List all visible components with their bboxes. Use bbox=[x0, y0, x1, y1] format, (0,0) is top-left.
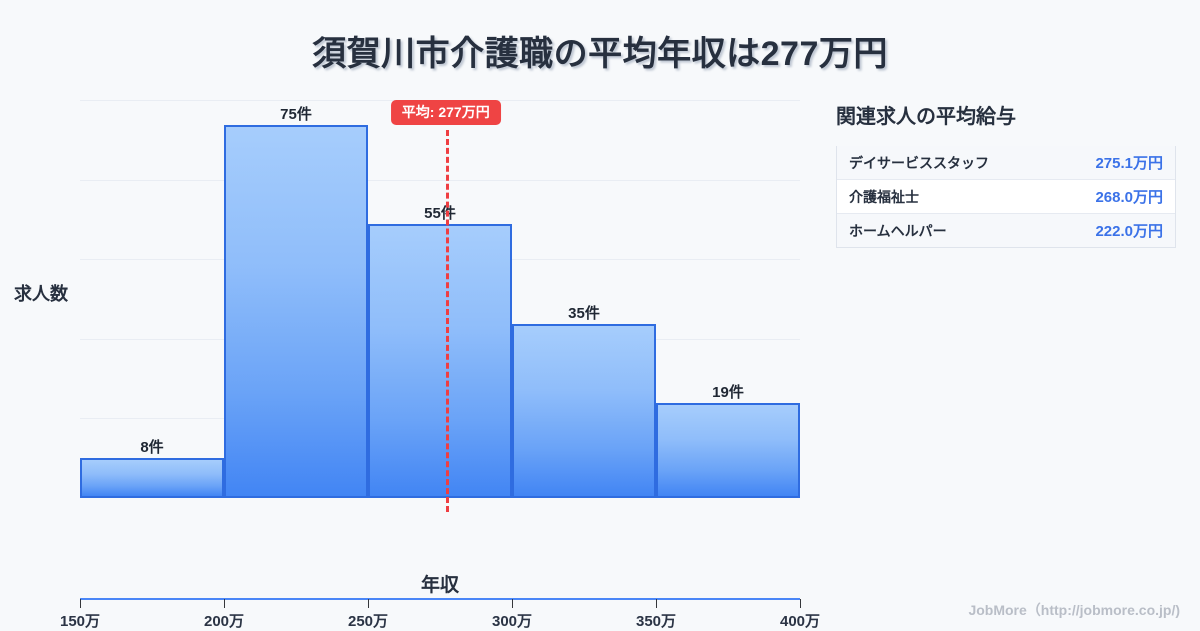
x-axis-tick bbox=[800, 599, 801, 608]
x-axis-tick bbox=[512, 599, 513, 608]
x-axis-tick-label: 150万 bbox=[59, 613, 101, 630]
page-title: 須賀川市介護職の平均年収は277万円 bbox=[312, 35, 888, 73]
sidebar-title: 関連求人の平均給与 bbox=[836, 106, 1016, 128]
salary-row-name: デイサービススタッフ bbox=[849, 154, 989, 171]
salary-row[interactable]: 介護福祉士 268.0万円 bbox=[837, 180, 1175, 214]
bar-value-label: 8件 bbox=[140, 439, 164, 457]
salary-row-name: 介護福祉士 bbox=[849, 188, 919, 205]
salary-table: デイサービススタッフ 275.1万円介護福祉士 268.0万円ホームヘルパー 222.… bbox=[836, 146, 1176, 248]
x-axis-tick-label: 300万 bbox=[491, 613, 533, 630]
bar-value-label: 19件 bbox=[712, 384, 744, 402]
x-axis-tick-label: 400万 bbox=[779, 613, 821, 630]
histogram-bar[interactable] bbox=[224, 124, 368, 498]
histogram-chart: 求人数 年収 8件 75件 55件 35件 19件 150万 200万 250万 300万 350… bbox=[0, 88, 830, 630]
salary-row-value: 222.0万円 bbox=[1095, 223, 1163, 240]
salary-row-name: ホームヘルパー bbox=[849, 222, 947, 239]
x-axis-tick bbox=[224, 599, 225, 608]
x-axis-tick-label: 250万 bbox=[347, 613, 389, 630]
bar-value-label: 75件 bbox=[280, 105, 312, 123]
histogram-bar[interactable] bbox=[368, 224, 512, 498]
plot-area bbox=[80, 100, 800, 498]
average-line bbox=[445, 130, 449, 512]
x-axis-line bbox=[80, 598, 800, 600]
average-badge: 平均: 277万円 bbox=[390, 100, 501, 125]
x-axis-tick bbox=[368, 599, 369, 608]
x-axis-label: 年収 bbox=[420, 575, 459, 596]
bar-value-label: 55件 bbox=[424, 205, 456, 223]
x-axis-tick bbox=[656, 599, 657, 608]
salary-row[interactable]: ホームヘルパー 222.0万円 bbox=[837, 214, 1175, 248]
histogram-bar[interactable] bbox=[656, 403, 800, 498]
gridline bbox=[80, 179, 800, 181]
bar-value-label: 35件 bbox=[568, 304, 600, 322]
histogram-bar[interactable] bbox=[80, 458, 224, 498]
x-axis-tick bbox=[80, 599, 81, 608]
watermark: JobMore（http://jobmore.co.jp/) bbox=[968, 602, 1180, 618]
x-axis-tick-label: 200万 bbox=[203, 613, 245, 630]
related-salary-panel: 関連求人の平均給与 デイサービススタッフ 275.1万円介護福祉士 268.0万円ホ… bbox=[836, 100, 1176, 248]
salary-row-value: 268.0万円 bbox=[1095, 189, 1163, 206]
y-axis-label: 求人数 bbox=[14, 284, 68, 304]
salary-row-value: 275.1万円 bbox=[1095, 155, 1163, 172]
salary-row[interactable]: デイサービススタッフ 275.1万円 bbox=[837, 146, 1175, 180]
x-axis-tick-label: 350万 bbox=[635, 613, 677, 630]
histogram-bar[interactable] bbox=[512, 323, 656, 498]
